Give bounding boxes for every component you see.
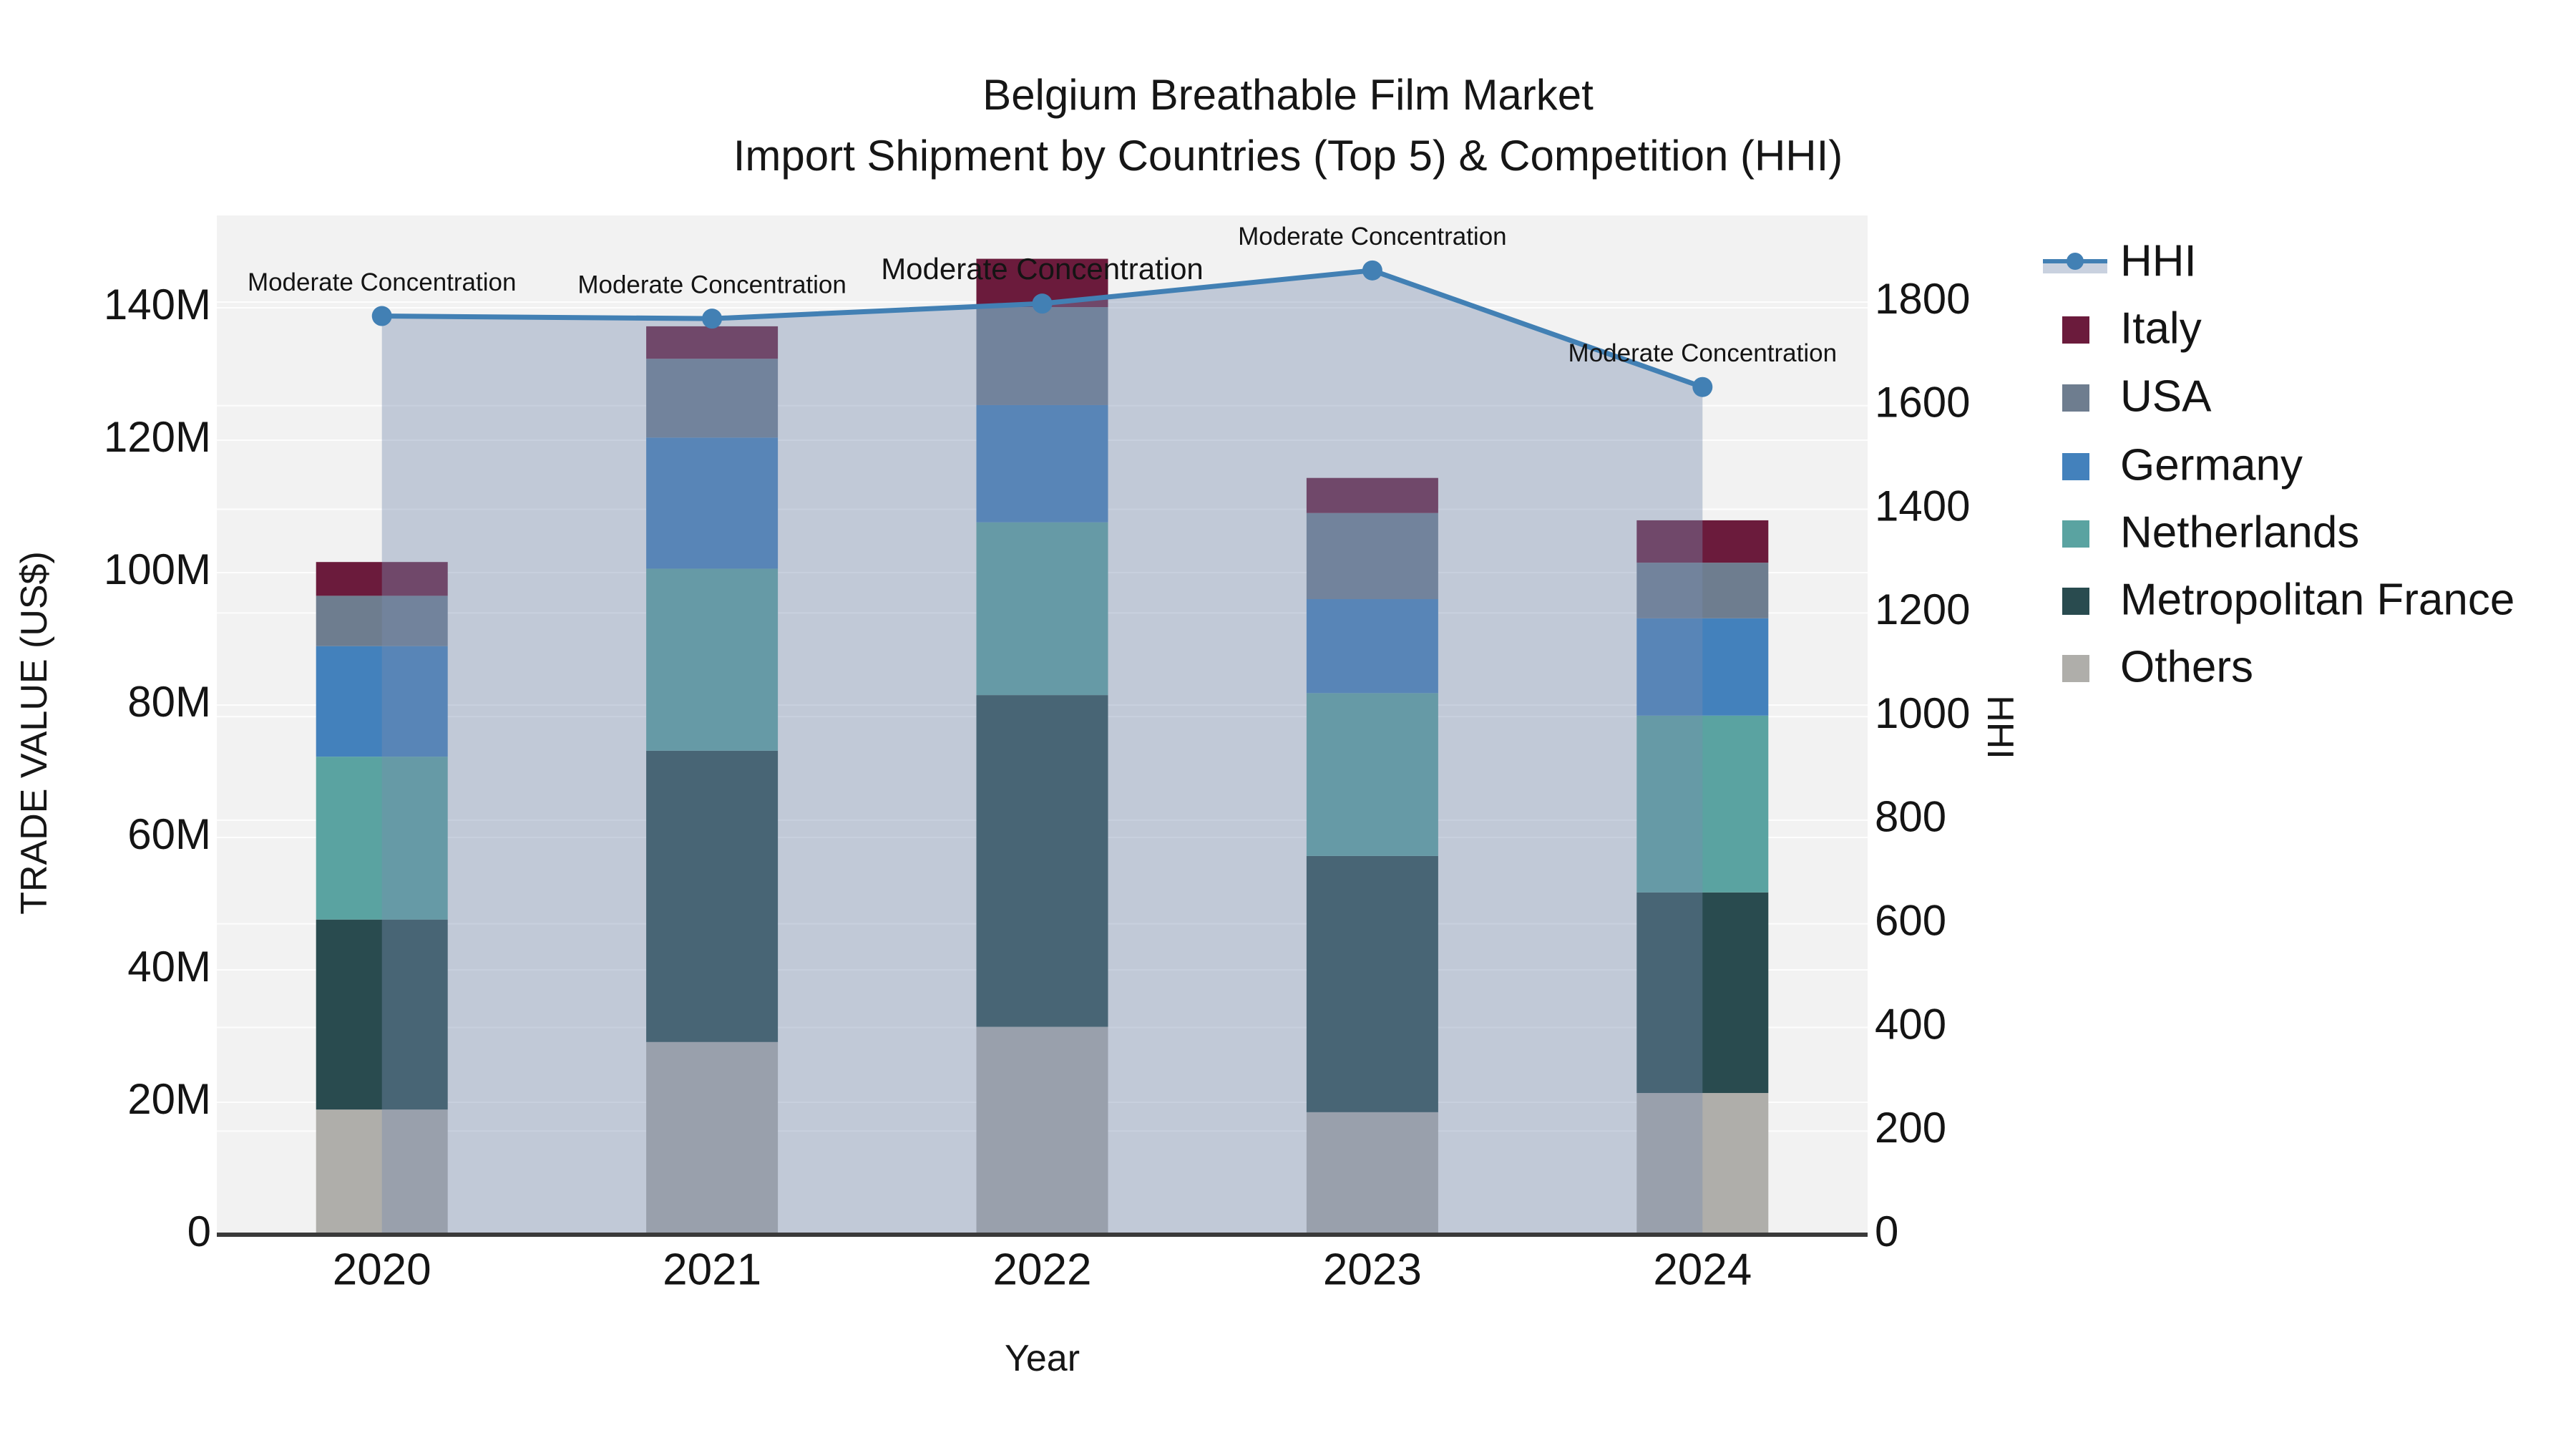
legend-label-metropolitan-france: Metropolitan France <box>2120 575 2514 624</box>
bar-segment-italy-2021 <box>646 326 779 359</box>
x-tick-2021: 2021 <box>663 1245 761 1294</box>
annotation-2023: Moderate Concentration <box>1238 223 1507 251</box>
bar-segment-germany-2020 <box>316 646 448 757</box>
x-tick-2020: 2020 <box>333 1245 431 1294</box>
annotation-2021: Moderate Concentration <box>577 271 847 298</box>
bar-segment-italy-2023 <box>1306 477 1438 513</box>
legend-label-others: Others <box>2120 642 2253 691</box>
bar-segment-usa-2020 <box>316 596 448 646</box>
y-left-axis-title: TRADE VALUE (US$) <box>14 551 55 915</box>
legend: HHI Italy USA Germany Netherlands Metropolita… <box>2043 236 2514 691</box>
hhi-marker-2024 <box>1692 376 1713 397</box>
bar-segment-italy-2020 <box>316 562 448 596</box>
bar-segment-metropolitan-france-2024 <box>1636 892 1769 1094</box>
y-right-tick-1800: 1800 <box>1875 275 1970 323</box>
legend-item-netherlands[interactable]: Netherlands <box>2062 507 2359 557</box>
hhi-marker-2021 <box>702 308 723 329</box>
y-right-tick-400: 400 <box>1875 1000 1946 1048</box>
legend-swatch-germany <box>2062 453 2089 480</box>
y-left-tick-120M: 120M <box>104 413 211 461</box>
y-left-tick-140M: 140M <box>104 281 211 329</box>
legend-item-germany[interactable]: Germany <box>2062 440 2303 490</box>
legend-item-italy[interactable]: Italy <box>2062 303 2202 353</box>
chart-title-line1: Belgium Breathable Film Market <box>982 71 1594 119</box>
legend-swatch-usa <box>2062 384 2089 412</box>
bar-segment-others-2022 <box>976 1026 1108 1235</box>
y-left-tick-40M: 40M <box>127 943 211 991</box>
bar-segment-usa-2022 <box>976 307 1108 405</box>
annotation-2024: Moderate Concentration <box>1568 339 1838 367</box>
hhi-area-fill <box>381 270 1703 1235</box>
legend-item-usa[interactable]: USA <box>2062 371 2212 421</box>
y-right-tick-800: 800 <box>1875 793 1946 841</box>
y-left-tick-20M: 20M <box>127 1075 211 1123</box>
legend-item-metropolitan-france[interactable]: Metropolitan France <box>2062 575 2514 624</box>
legend-label-hhi: HHI <box>2120 236 2197 286</box>
y-right-axis-title: HHI <box>1979 695 2021 759</box>
bars-layer <box>316 258 1769 1235</box>
y-right-tick-1400: 1400 <box>1875 482 1970 530</box>
y-left-tick-100M: 100M <box>104 545 211 593</box>
bar-segment-metropolitan-france-2023 <box>1306 855 1438 1112</box>
legend-hhi-marker-icon <box>2067 253 2084 270</box>
x-tick-2023: 2023 <box>1323 1245 1422 1294</box>
legend-label-italy: Italy <box>2120 303 2202 353</box>
legend-swatch-others <box>2062 655 2089 682</box>
legend-swatch-metropolitan-france <box>2062 588 2089 615</box>
y-left-tick-0: 0 <box>187 1207 211 1255</box>
bar-segment-metropolitan-france-2020 <box>316 919 448 1110</box>
legend-label-germany: Germany <box>2120 440 2303 490</box>
bar-segment-netherlands-2020 <box>316 757 448 920</box>
bar-segment-usa-2023 <box>1306 512 1438 599</box>
y-right-tick-1000: 1000 <box>1875 689 1970 737</box>
x-tick-2024: 2024 <box>1653 1245 1752 1294</box>
bar-segment-usa-2024 <box>1636 563 1769 618</box>
bar-segment-metropolitan-france-2021 <box>646 750 779 1042</box>
bar-segment-germany-2022 <box>976 404 1108 523</box>
bar-segment-netherlands-2022 <box>976 522 1108 696</box>
bar-segment-netherlands-2021 <box>646 568 779 751</box>
bar-segment-netherlands-2024 <box>1636 715 1769 893</box>
legend-swatch-netherlands <box>2062 520 2089 548</box>
chart-title-line2: Import Shipment by Countries (Top 5) & C… <box>733 132 1843 180</box>
bar-segment-others-2023 <box>1306 1112 1438 1235</box>
bar-segment-netherlands-2023 <box>1306 693 1438 856</box>
annotation-2020: Moderate Concentration <box>248 268 517 296</box>
y-right-tick-200: 200 <box>1875 1104 1946 1152</box>
y-right-tick-600: 600 <box>1875 897 1946 945</box>
hhi-marker-2022 <box>1032 293 1053 314</box>
bar-segment-others-2021 <box>646 1041 779 1235</box>
y-right-tick-1600: 1600 <box>1875 379 1970 427</box>
legend-item-others[interactable]: Others <box>2062 642 2253 691</box>
bar-segment-germany-2023 <box>1306 599 1438 694</box>
bar-segment-others-2020 <box>316 1109 448 1235</box>
legend-item-hhi[interactable]: HHI <box>2043 236 2197 286</box>
x-axis-title: Year <box>1004 1338 1080 1379</box>
bar-segment-metropolitan-france-2022 <box>976 695 1108 1027</box>
hhi-line-layer <box>371 260 1713 397</box>
annotations-layer: Moderate Concentration Moderate Concentra… <box>248 223 1837 367</box>
tick-labels-layer: 0 20M 40M 60M 80M 100M 120M 140M 0 200 400 600 800 10… <box>104 275 1971 1295</box>
bar-segment-germany-2021 <box>646 437 779 569</box>
bar-segment-others-2024 <box>1636 1093 1769 1235</box>
bar-segment-germany-2024 <box>1636 618 1769 716</box>
legend-swatch-italy <box>2062 316 2089 344</box>
legend-label-netherlands: Netherlands <box>2120 507 2359 557</box>
legend-label-usa: USA <box>2120 371 2212 421</box>
y-left-tick-60M: 60M <box>127 810 211 858</box>
x-tick-2022: 2022 <box>993 1245 1092 1294</box>
bar-segment-italy-2024 <box>1636 520 1769 563</box>
annotation-2022: Moderate Concentration <box>881 252 1204 286</box>
bar-segment-usa-2021 <box>646 359 779 438</box>
hhi-marker-2020 <box>371 306 392 326</box>
y-right-tick-1200: 1200 <box>1875 585 1970 633</box>
hhi-area-fill-layer <box>381 270 1703 1235</box>
y-right-tick-0: 0 <box>1875 1207 1898 1255</box>
hhi-marker-2023 <box>1362 260 1382 281</box>
y-left-tick-80M: 80M <box>127 678 211 726</box>
